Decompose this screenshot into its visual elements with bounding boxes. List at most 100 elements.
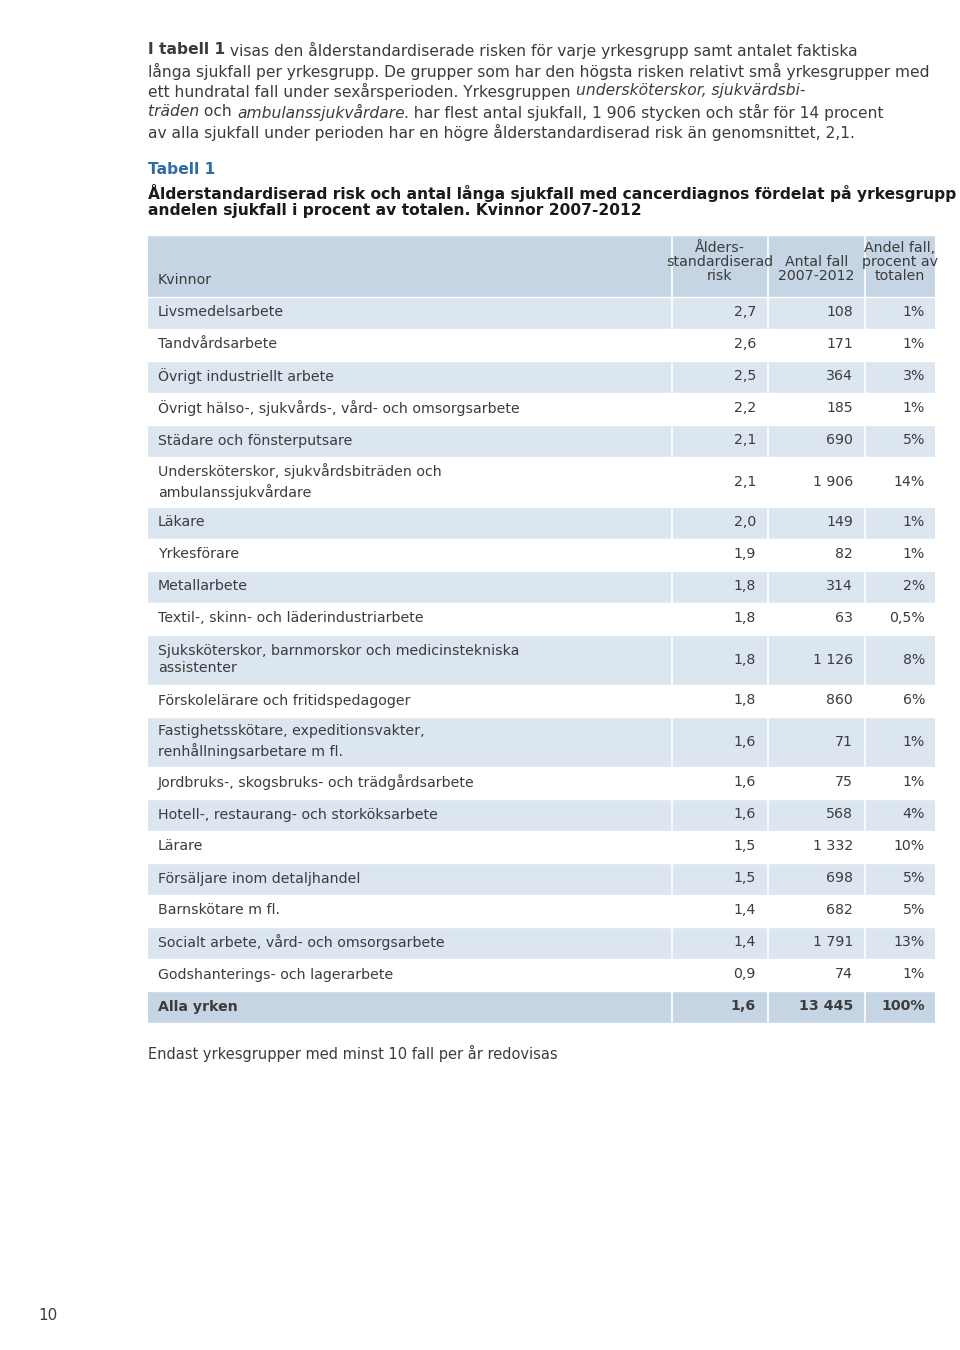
Text: 2,7: 2,7	[733, 305, 756, 320]
Text: 1,8: 1,8	[733, 652, 756, 667]
Text: ambulanssjukvårdare: ambulanssjukvårdare	[237, 104, 404, 120]
Text: 4%: 4%	[902, 807, 925, 822]
Text: 10: 10	[38, 1308, 58, 1323]
Text: 860: 860	[827, 694, 853, 707]
Text: 1,6: 1,6	[733, 775, 756, 790]
Text: 63: 63	[835, 612, 853, 625]
Text: 364: 364	[826, 370, 853, 383]
Text: 75: 75	[835, 775, 853, 790]
Text: 149: 149	[827, 516, 853, 529]
Text: Barnskötare m fl.: Barnskötare m fl.	[158, 903, 280, 918]
Text: 13 445: 13 445	[799, 999, 853, 1014]
Text: 1%: 1%	[902, 548, 925, 562]
Text: 14%: 14%	[894, 474, 925, 489]
Text: Alla yrken: Alla yrken	[158, 999, 238, 1014]
Text: 1,6: 1,6	[733, 734, 756, 748]
Text: standardiserad: standardiserad	[666, 255, 774, 269]
Text: visas den ålderstandardiserade risken för varje yrkesgrupp samt antalet faktiska: visas den ålderstandardiserade risken fö…	[226, 42, 858, 59]
Text: 1%: 1%	[902, 775, 925, 790]
Text: 1 791: 1 791	[813, 936, 853, 949]
Text: 171: 171	[827, 338, 853, 351]
Text: risk: risk	[708, 270, 732, 284]
Text: 2007-2012: 2007-2012	[779, 269, 854, 284]
Bar	[148, 798, 935, 830]
Text: Antal fall: Antal fall	[785, 255, 848, 269]
Text: Övrigt industriellt arbete: Övrigt industriellt arbete	[158, 369, 334, 385]
Text: 1 906: 1 906	[813, 474, 853, 489]
Text: 71: 71	[835, 734, 853, 748]
Text: 185: 185	[827, 401, 853, 416]
Text: 1%: 1%	[902, 338, 925, 351]
Text: 2,5: 2,5	[733, 370, 756, 383]
Text: 2,1: 2,1	[733, 474, 756, 489]
Text: 1%: 1%	[902, 968, 925, 981]
Bar	[148, 634, 935, 684]
Text: 5%: 5%	[902, 433, 925, 447]
Text: långa sjukfall per yrkesgrupp. De grupper som har den högsta risken relativt små: långa sjukfall per yrkesgrupp. De gruppe…	[148, 62, 929, 80]
Text: 1,5: 1,5	[733, 840, 756, 853]
Text: Jordbruks-, skogsbruks- och trädgårdsarbete: Jordbruks-, skogsbruks- och trädgårdsarb…	[158, 775, 475, 791]
Text: 74: 74	[835, 968, 853, 981]
Text: 1 126: 1 126	[813, 652, 853, 667]
Text: andelen sjukfall i procent av totalen. Kvinnor 2007-2012: andelen sjukfall i procent av totalen. K…	[148, 204, 641, 219]
Bar	[148, 767, 935, 798]
Text: Andel fall,: Andel fall,	[864, 240, 936, 255]
Bar	[148, 235, 935, 297]
Text: Tabell 1: Tabell 1	[148, 162, 215, 177]
Text: tabell 1: tabell 1	[159, 42, 226, 57]
Text: 2,1: 2,1	[733, 433, 756, 447]
Text: 1,8: 1,8	[733, 579, 756, 594]
Text: 0,5%: 0,5%	[889, 612, 925, 625]
Text: Hotell-, restaurang- och storköksarbete: Hotell-, restaurang- och storköksarbete	[158, 807, 438, 822]
Text: 1%: 1%	[902, 401, 925, 416]
Bar	[148, 958, 935, 991]
Text: 1,8: 1,8	[733, 612, 756, 625]
Bar	[148, 424, 935, 456]
Text: 2%: 2%	[902, 579, 925, 594]
Text: 6%: 6%	[902, 694, 925, 707]
Bar	[148, 506, 935, 539]
Bar	[148, 456, 935, 506]
Bar	[148, 571, 935, 602]
Text: Ålderstandardiserad risk och antal långa sjukfall med cancerdiagnos fördelat på : Ålderstandardiserad risk och antal långa…	[148, 185, 960, 202]
Text: 108: 108	[827, 305, 853, 320]
Text: träden: träden	[148, 104, 200, 119]
Text: 1,9: 1,9	[733, 548, 756, 562]
Text: Lärare: Lärare	[158, 840, 204, 853]
Bar	[148, 297, 935, 328]
Bar	[148, 863, 935, 895]
Bar	[148, 991, 935, 1022]
Bar	[148, 539, 935, 571]
Bar	[148, 602, 935, 634]
Text: 100%: 100%	[881, 999, 925, 1014]
Text: I: I	[148, 42, 159, 57]
Text: Endast yrkesgrupper med minst 10 fall per år redovisas: Endast yrkesgrupper med minst 10 fall pe…	[148, 1045, 558, 1061]
Text: 1,4: 1,4	[733, 936, 756, 949]
Text: Metallarbete: Metallarbete	[158, 579, 248, 594]
Text: 8%: 8%	[902, 652, 925, 667]
Bar	[148, 328, 935, 360]
Text: 2,6: 2,6	[733, 338, 756, 351]
Text: 682: 682	[827, 903, 853, 918]
Text: totalen: totalen	[875, 270, 925, 284]
Text: och: och	[200, 104, 237, 119]
Text: 0,9: 0,9	[733, 968, 756, 981]
Text: Kvinnor: Kvinnor	[158, 274, 212, 288]
Text: 1%: 1%	[902, 305, 925, 320]
Text: Fastighetsskötare, expeditionsvakter,
renhållningsarbetare m fl.: Fastighetsskötare, expeditionsvakter, re…	[158, 724, 424, 759]
Text: 13%: 13%	[894, 936, 925, 949]
Text: 2,2: 2,2	[733, 401, 756, 416]
Text: Livsmedelsarbete: Livsmedelsarbete	[158, 305, 284, 320]
Text: 3%: 3%	[902, 370, 925, 383]
Text: 1 332: 1 332	[813, 840, 853, 853]
Bar	[148, 360, 935, 393]
Text: 1,8: 1,8	[733, 694, 756, 707]
Text: 1,6: 1,6	[733, 807, 756, 822]
Text: Socialt arbete, vård- och omsorgsarbete: Socialt arbete, vård- och omsorgsarbete	[158, 934, 444, 950]
Text: procent av: procent av	[862, 255, 938, 269]
Text: 690: 690	[827, 433, 853, 447]
Text: undersköterskor, sjukvärdsbi-: undersköterskor, sjukvärdsbi-	[575, 82, 805, 99]
Text: av alla sjukfall under perioden har en högre ålderstandardiserad risk än genomsn: av alla sjukfall under perioden har en h…	[148, 124, 854, 140]
Text: 1%: 1%	[902, 734, 925, 748]
Text: 1,5: 1,5	[733, 872, 756, 886]
